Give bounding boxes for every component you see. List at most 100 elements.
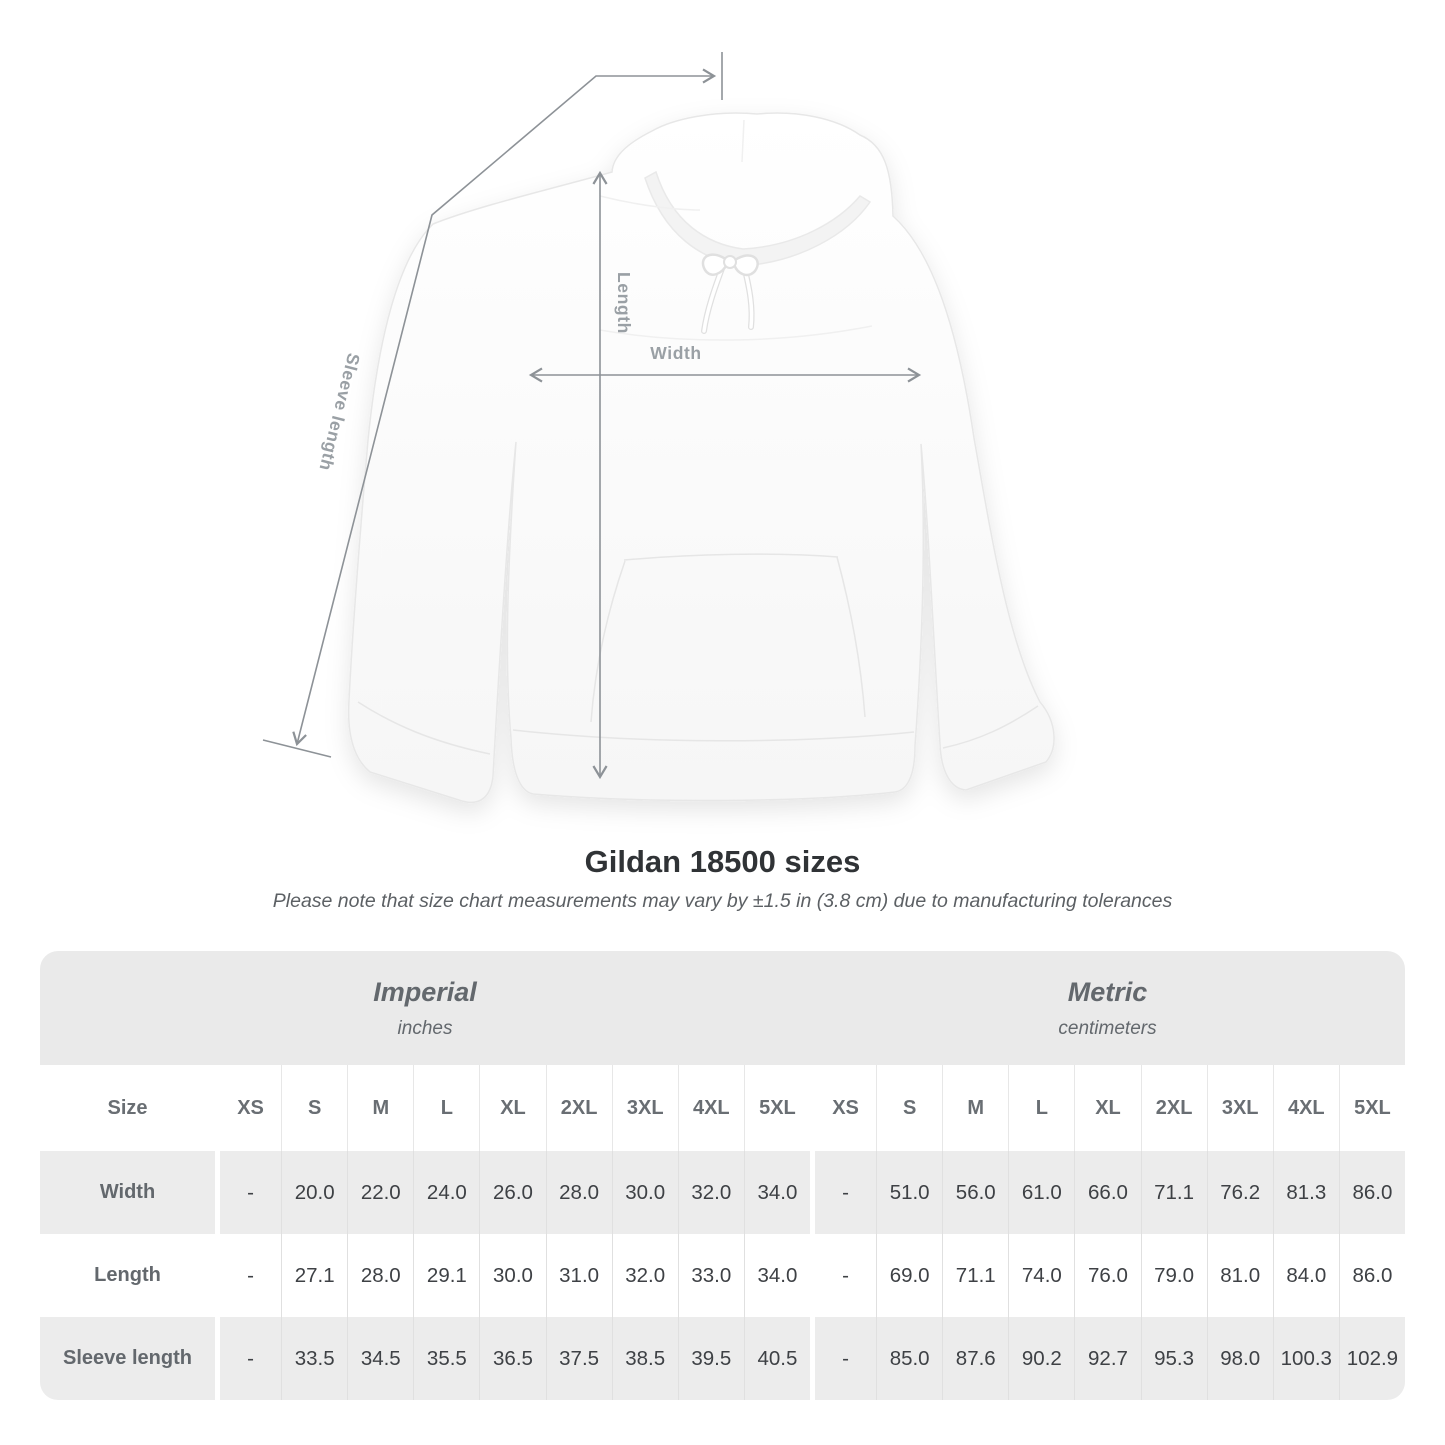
cell: 27.1 xyxy=(281,1234,348,1317)
cell: 92.7 xyxy=(1074,1317,1141,1400)
cell: 28.0 xyxy=(545,1151,612,1234)
hoodie-illustration xyxy=(262,52,1055,803)
metric-label: Metric xyxy=(1067,976,1148,1007)
right-cuff-seam xyxy=(942,705,1039,749)
unit-group-metric: Metric centimeters xyxy=(809,951,1405,1065)
hoodie-size-diagram: Length Width Sleeve length xyxy=(262,52,1055,803)
bow-right-loop xyxy=(732,254,759,277)
row-label-sleeve-length: Sleeve length xyxy=(40,1317,215,1400)
cell: 74.0 xyxy=(1008,1234,1075,1317)
imperial-sublabel: inches xyxy=(397,1017,453,1039)
cell: 51.0 xyxy=(876,1151,943,1234)
cell: 34.0 xyxy=(743,1234,810,1317)
cell: 61.0 xyxy=(1008,1151,1075,1234)
cell: 26.0 xyxy=(479,1151,546,1234)
cell: 81.3 xyxy=(1272,1151,1339,1234)
cell: 34.5 xyxy=(347,1317,414,1400)
cell: 20.0 xyxy=(281,1151,348,1234)
cell: 66.0 xyxy=(1074,1151,1141,1234)
imperial-size-5xl: 5XL xyxy=(743,1065,810,1151)
cell: 22.0 xyxy=(347,1151,414,1234)
cell: 37.5 xyxy=(545,1317,612,1400)
size-chart-table: Imperial inches Metric centimeters Size … xyxy=(40,951,1405,1400)
metric-size-s: S xyxy=(876,1065,943,1151)
cell: - xyxy=(215,1151,282,1234)
cell: - xyxy=(809,1151,877,1234)
cell: 30.0 xyxy=(479,1234,546,1317)
cell: 30.0 xyxy=(611,1151,678,1234)
metric-size-l: L xyxy=(1008,1065,1075,1151)
hood-crease xyxy=(741,119,745,163)
cell: - xyxy=(809,1234,877,1317)
row-label-length: Length xyxy=(40,1234,215,1317)
unit-group-header-row: Imperial inches Metric centimeters xyxy=(40,951,1405,1065)
cell: 71.1 xyxy=(1140,1151,1207,1234)
metric-size-m: M xyxy=(942,1065,1009,1151)
length-row: Length - 27.1 28.0 29.1 30.0 31.0 32.0 3… xyxy=(40,1234,1405,1317)
imperial-size-xl: XL xyxy=(479,1065,546,1151)
size-header-row: Size XS S M L XL 2XL 3XL 4XL 5XL XS S M … xyxy=(40,1065,1405,1151)
bow-knot xyxy=(723,255,737,269)
cell: 32.0 xyxy=(611,1234,678,1317)
metric-size-3xl: 3XL xyxy=(1206,1065,1273,1151)
cell: 32.0 xyxy=(677,1151,744,1234)
measurement-annotations xyxy=(262,52,922,780)
cell: 87.6 xyxy=(942,1317,1009,1400)
cell: 38.5 xyxy=(611,1317,678,1400)
width-row: Width - 20.0 22.0 24.0 26.0 28.0 30.0 32… xyxy=(40,1151,1405,1234)
cell: 90.2 xyxy=(1008,1317,1075,1400)
width-measure-label: Width xyxy=(650,343,702,363)
cell: 100.3 xyxy=(1272,1317,1339,1400)
cell: 71.1 xyxy=(942,1234,1009,1317)
cell: 33.5 xyxy=(281,1317,348,1400)
cell: 76.0 xyxy=(1074,1234,1141,1317)
imperial-size-4xl: 4XL xyxy=(677,1065,744,1151)
cell: - xyxy=(809,1317,877,1400)
imperial-label: Imperial xyxy=(373,976,477,1007)
cell: 86.0 xyxy=(1338,1151,1405,1234)
cell: 85.0 xyxy=(876,1317,943,1400)
imperial-size-l: L xyxy=(413,1065,480,1151)
imperial-size-3xl: 3XL xyxy=(611,1065,678,1151)
imperial-size-m: M xyxy=(347,1065,414,1151)
imperial-size-xs: XS xyxy=(215,1065,282,1151)
cell: 28.0 xyxy=(347,1234,414,1317)
sleeve-length-row: Sleeve length - 33.5 34.5 35.5 36.5 37.5… xyxy=(40,1317,1405,1400)
cell: 84.0 xyxy=(1272,1234,1339,1317)
metric-sublabel: centimeters xyxy=(1058,1017,1157,1039)
size-header-cell: Size xyxy=(40,1065,215,1151)
metric-size-4xl: 4XL xyxy=(1272,1065,1339,1151)
metric-size-5xl: 5XL xyxy=(1338,1065,1405,1151)
cell: 79.0 xyxy=(1140,1234,1207,1317)
imperial-size-s: S xyxy=(281,1065,348,1151)
cell: 31.0 xyxy=(545,1234,612,1317)
hoodie-garment xyxy=(347,112,1055,803)
hoodie-silhouette xyxy=(347,112,1055,803)
pocket-right-seam xyxy=(836,556,866,718)
row-label-width: Width xyxy=(40,1151,215,1234)
tolerance-note: Please note that size chart measurements… xyxy=(272,890,1173,912)
cell: 95.3 xyxy=(1140,1317,1207,1400)
cell: 29.1 xyxy=(413,1234,480,1317)
length-measure-label: Length xyxy=(614,272,634,334)
cell: - xyxy=(215,1317,282,1400)
cell: 24.0 xyxy=(413,1151,480,1234)
page-title: Gildan 18500 sizes xyxy=(584,844,861,879)
cell: 98.0 xyxy=(1206,1317,1273,1400)
metric-size-xs: XS xyxy=(809,1065,877,1151)
cell: 81.0 xyxy=(1206,1234,1273,1317)
cell: 56.0 xyxy=(942,1151,1009,1234)
cell: - xyxy=(215,1234,282,1317)
cell: 35.5 xyxy=(413,1317,480,1400)
metric-size-xl: XL xyxy=(1074,1065,1141,1151)
unit-group-imperial: Imperial inches xyxy=(40,951,810,1065)
cell: 34.0 xyxy=(743,1151,810,1234)
cell: 33.0 xyxy=(677,1234,744,1317)
sleeve-length-cuff-tick xyxy=(262,739,332,758)
cell: 102.9 xyxy=(1338,1317,1405,1400)
cell: 40.5 xyxy=(743,1317,810,1400)
sleeve-length-arrow xyxy=(292,68,717,747)
cell: 36.5 xyxy=(479,1317,546,1400)
cell: 76.2 xyxy=(1206,1151,1273,1234)
imperial-size-2xl: 2XL xyxy=(545,1065,612,1151)
